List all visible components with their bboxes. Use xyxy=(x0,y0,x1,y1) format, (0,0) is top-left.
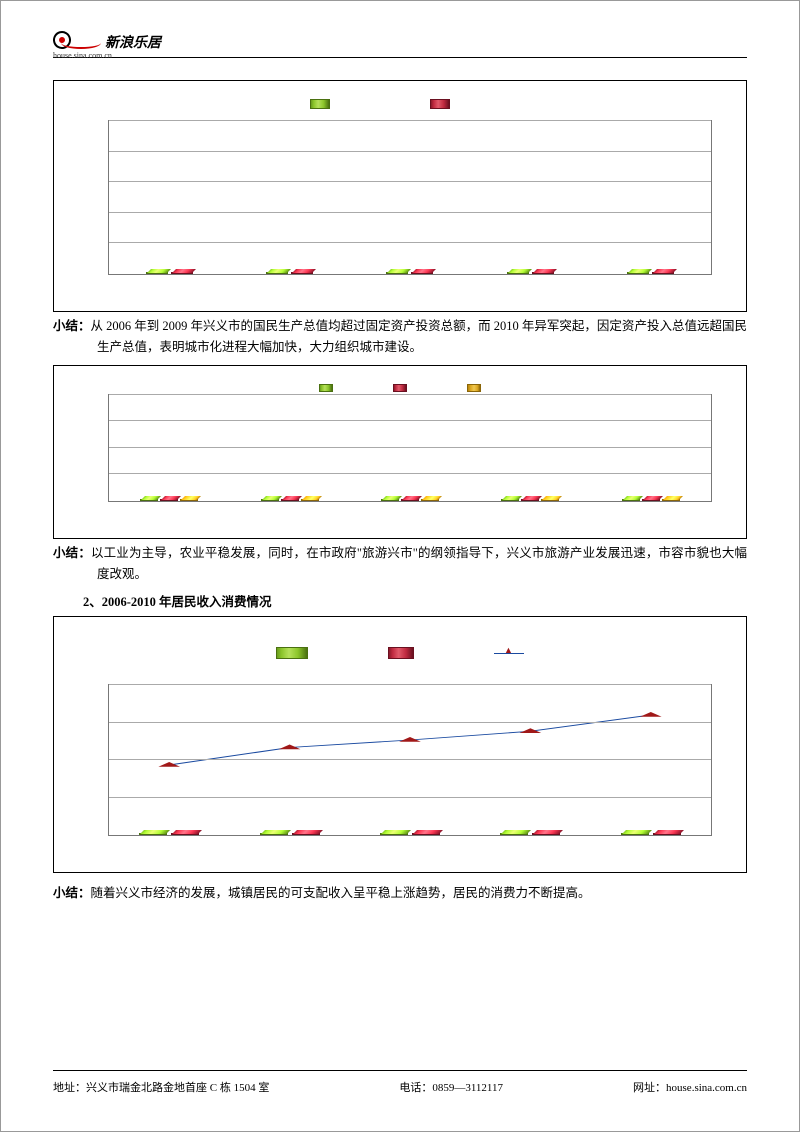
bar xyxy=(662,499,680,501)
bar xyxy=(412,833,440,835)
chart1-legend: 国民生产总值 固定资产投资 xyxy=(78,99,722,109)
bar xyxy=(386,272,408,274)
chart3-plot xyxy=(108,684,712,836)
bar xyxy=(541,499,559,501)
summary-2: 小结：以工业为主导，农业平稳发展，同时，在市政府"旅游兴市"的纲领指导下，兴义市… xyxy=(53,543,747,586)
footer-website: 网址：house.sina.com.cn xyxy=(633,1079,747,1095)
bar xyxy=(160,499,178,501)
summary-3: 小结：随着兴义市经济的发展，城镇居民的可支配收入呈平稳上涨趋势，居民的消费力不断… xyxy=(53,883,747,904)
bar xyxy=(281,499,299,501)
sina-eye-icon xyxy=(53,31,101,53)
legend-box-yellow-icon xyxy=(467,384,481,392)
bar xyxy=(532,272,554,274)
legend-box-red-icon xyxy=(393,384,407,392)
summary-label: 小结： xyxy=(53,546,91,560)
chart2-plot xyxy=(108,394,712,502)
summary-text: 随着兴义市经济的发展，城镇居民的可支配收入呈平稳上涨趋势，居民的消费力不断提高。 xyxy=(91,886,591,900)
legend-line-icon xyxy=(494,653,524,654)
chart-gdp-investment: 国民生产总值 固定资产投资 xyxy=(53,80,747,312)
bar xyxy=(500,833,528,835)
chart2-legend xyxy=(78,384,722,392)
bar xyxy=(411,272,433,274)
chart1-plot xyxy=(108,120,712,275)
legend-box-red-icon xyxy=(430,99,450,109)
sina-logo: 新浪乐居 xyxy=(53,31,747,53)
bar xyxy=(621,833,649,835)
bar xyxy=(501,499,519,501)
summary-label: 小结： xyxy=(53,886,91,900)
bar xyxy=(381,499,399,501)
section-heading: 2、2006-2010 年居民收入消费情况 xyxy=(53,591,747,610)
bar xyxy=(627,272,649,274)
summary-text: 从 2006 年到 2009 年兴义市的国民生产总值均超过固定资产投资总额，而 … xyxy=(91,319,747,354)
footer-phone: 电话：0859—3112117 xyxy=(399,1079,503,1095)
document-page: 新浪乐居 house.sina.com.cn 国民生产总值 固定资产投资 小结：… xyxy=(0,0,800,1132)
logo-brand: 新浪乐居 xyxy=(105,32,161,52)
page-footer: 地址：兴义市瑞金北路金地首座 C 栋 1504 室 电话：0859—311211… xyxy=(53,1070,747,1095)
bar xyxy=(401,499,419,501)
summary-1: 小结：从 2006 年到 2009 年兴义市的国民生产总值均超过固定资产投资总额… xyxy=(53,316,747,359)
bar xyxy=(146,272,168,274)
bar xyxy=(652,272,674,274)
summary-text: 以工业为主导，农业平稳发展，同时，在市政府"旅游兴市"的纲领指导下，兴义市旅游产… xyxy=(91,546,747,581)
bar xyxy=(292,833,320,835)
bar xyxy=(260,833,288,835)
footer-address: 地址：兴义市瑞金北路金地首座 C 栋 1504 室 xyxy=(53,1079,269,1095)
bar xyxy=(266,272,288,274)
bar xyxy=(291,272,313,274)
header-rule xyxy=(53,57,747,58)
logo-url: house.sina.com.cn xyxy=(53,51,112,60)
bar xyxy=(521,499,539,501)
bar xyxy=(171,272,193,274)
bar xyxy=(653,833,681,835)
bar xyxy=(171,833,199,835)
bar xyxy=(507,272,529,274)
chart-industry xyxy=(53,365,747,539)
legend-box-green-icon xyxy=(276,647,308,659)
bar xyxy=(261,499,279,501)
legend-box-red-icon xyxy=(388,647,414,659)
bar xyxy=(622,499,640,501)
bar xyxy=(642,499,660,501)
chart-income-consumption xyxy=(53,616,747,873)
summary-label: 小结： xyxy=(53,319,91,333)
bar xyxy=(380,833,408,835)
bar xyxy=(180,499,198,501)
legend-box-green-icon xyxy=(310,99,330,109)
bar xyxy=(301,499,319,501)
legend-box-green-icon xyxy=(319,384,333,392)
chart3-legend xyxy=(78,647,722,659)
bar xyxy=(421,499,439,501)
bar xyxy=(139,833,167,835)
bar xyxy=(532,833,560,835)
bar xyxy=(140,499,158,501)
